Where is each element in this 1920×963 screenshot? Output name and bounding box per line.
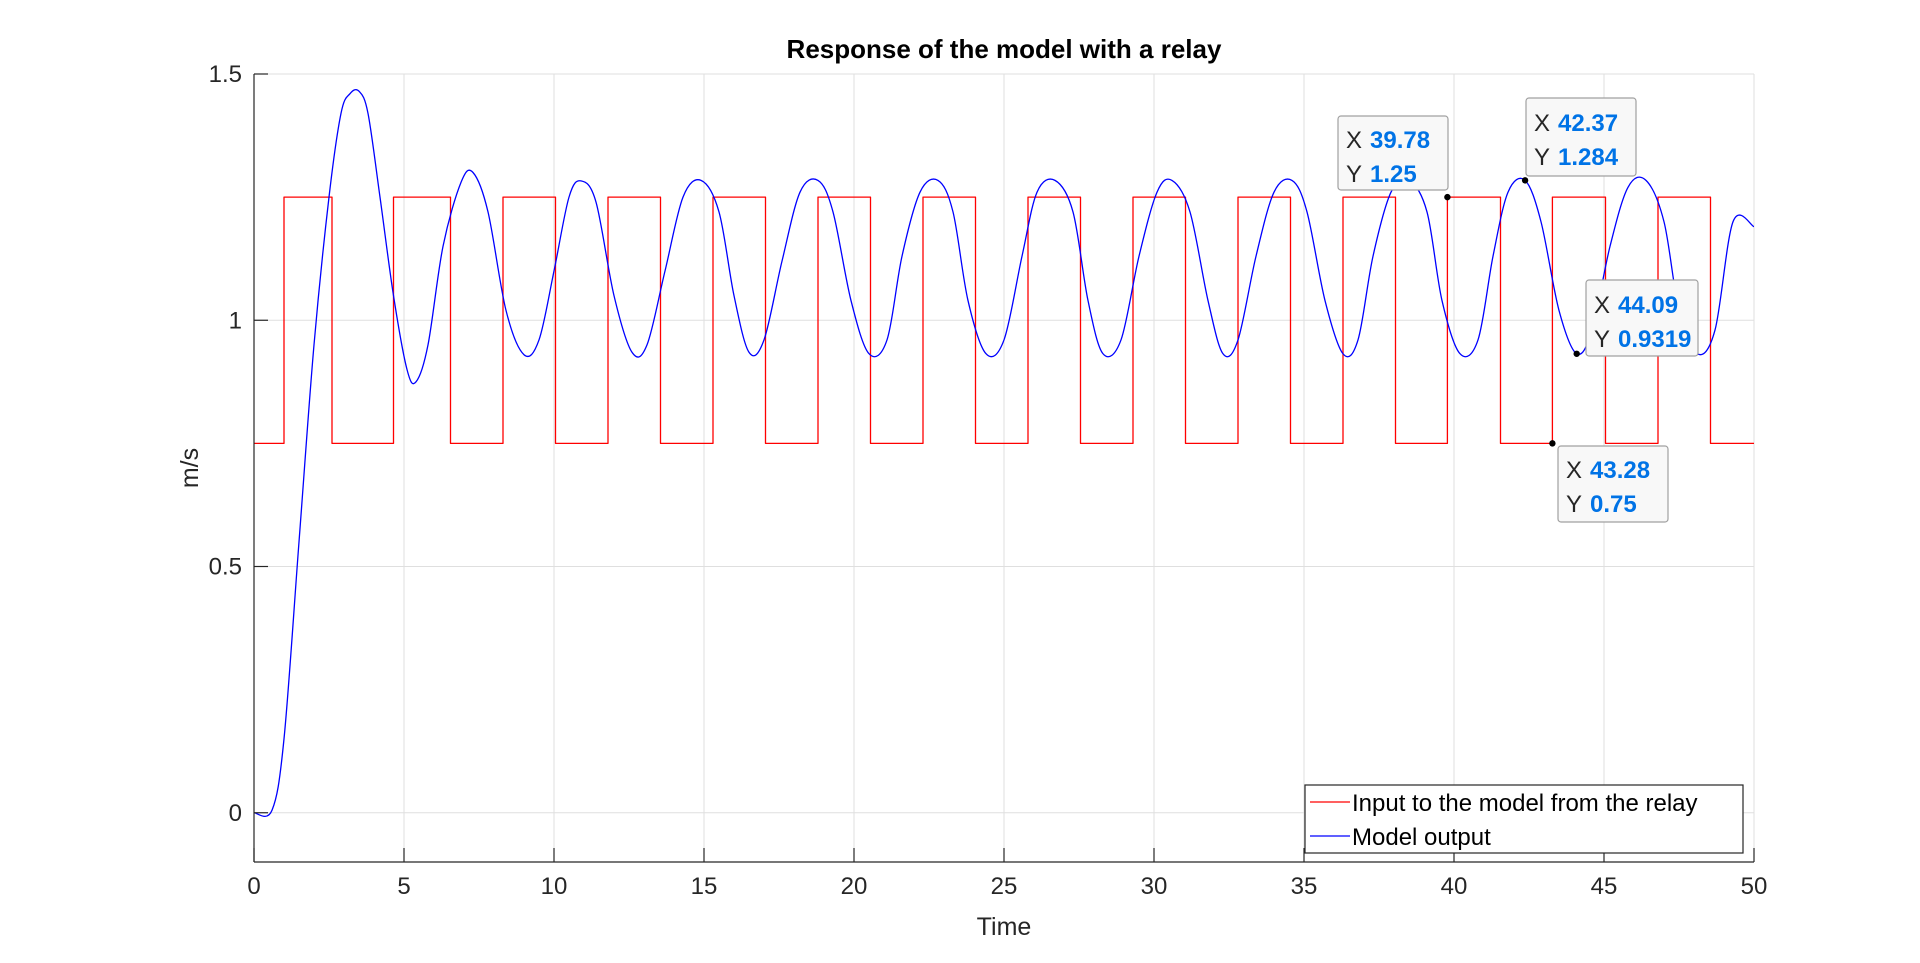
datatip-box bbox=[1557, 445, 1669, 523]
datatip-y-value: 0.75 bbox=[1590, 491, 1637, 518]
y-tick-label: 1.5 bbox=[209, 61, 242, 88]
datatip-x-label: X bbox=[1346, 127, 1362, 154]
datatip-box bbox=[1525, 97, 1637, 177]
y-tick-label: 0 bbox=[229, 800, 242, 827]
x-tick-label: 45 bbox=[1591, 873, 1618, 900]
datatip-x-label: X bbox=[1594, 292, 1610, 319]
x-tick-label: 10 bbox=[541, 873, 568, 900]
datatip[interactable]: X 44.09 Y 0.9319 bbox=[1585, 279, 1699, 357]
datatip-y-value: 1.25 bbox=[1370, 161, 1417, 188]
x-tick-label: 0 bbox=[247, 873, 260, 900]
legend[interactable]: Input to the model from the relay Model … bbox=[1304, 784, 1744, 854]
x-tick-label: 40 bbox=[1441, 873, 1468, 900]
series-layer bbox=[254, 88, 1754, 818]
datatip-x-label: X bbox=[1534, 110, 1550, 137]
datatip-y-label: Y bbox=[1566, 491, 1582, 518]
chart-title: Response of the model with a relay bbox=[787, 34, 1222, 64]
datatip-y-value: 1.284 bbox=[1558, 144, 1619, 171]
x-tick-label: 50 bbox=[1741, 873, 1768, 900]
datatip-y-label: Y bbox=[1594, 326, 1610, 353]
x-tick-label: 15 bbox=[691, 873, 718, 900]
datatip-marker bbox=[1549, 440, 1556, 447]
datatip-marker bbox=[1521, 177, 1529, 184]
datatip-x-value: 39.78 bbox=[1370, 127, 1430, 154]
datatip-y-label: Y bbox=[1346, 161, 1362, 188]
datatip-y-value: 0.9319 bbox=[1618, 326, 1691, 353]
datatip-x-value: 43.28 bbox=[1590, 457, 1650, 484]
tick-labels: 0 5 10 15 20 25 30 35 40 45 50 0 0.5 1 1.5 bbox=[209, 61, 1768, 900]
datatip-x-value: 42.37 bbox=[1558, 110, 1618, 137]
series-line-model-output bbox=[254, 88, 1754, 818]
datatip[interactable]: X 43.28 Y 0.75 bbox=[1557, 445, 1669, 523]
datatip[interactable]: X 39.78 Y 1.25 bbox=[1337, 115, 1449, 191]
datatip-marker bbox=[1444, 193, 1451, 201]
x-tick-label: 5 bbox=[397, 873, 410, 900]
y-axis-label: m/s bbox=[176, 448, 204, 488]
datatip-y-label: Y bbox=[1534, 144, 1550, 171]
datatips: X 39.78 Y 1.25 X 42.37 Y 1.284 X 44.09 Y… bbox=[1337, 97, 1699, 523]
datatip-x-value: 44.09 bbox=[1618, 292, 1678, 319]
x-tick-label: 35 bbox=[1291, 873, 1318, 900]
datatip[interactable]: X 42.37 Y 1.284 bbox=[1525, 97, 1637, 177]
x-tick-label: 25 bbox=[991, 873, 1018, 900]
x-tick-label: 20 bbox=[841, 873, 868, 900]
legend-box bbox=[1304, 784, 1744, 854]
axes bbox=[253, 73, 1755, 863]
grid bbox=[253, 73, 1755, 862]
y-tick-label: 0.5 bbox=[209, 554, 242, 581]
series-line-relay-input bbox=[254, 196, 1754, 445]
legend-label-output: Model output bbox=[1352, 824, 1491, 851]
datatip-marker bbox=[1573, 350, 1580, 357]
legend-label-input: Input to the model from the relay bbox=[1352, 790, 1698, 817]
x-axis-label: Time bbox=[977, 913, 1032, 941]
datatip-box bbox=[1337, 115, 1449, 191]
y-tick-label: 1 bbox=[229, 307, 242, 334]
datatip-x-label: X bbox=[1566, 457, 1582, 484]
datatip-box bbox=[1585, 279, 1699, 357]
x-tick-label: 30 bbox=[1141, 873, 1168, 900]
